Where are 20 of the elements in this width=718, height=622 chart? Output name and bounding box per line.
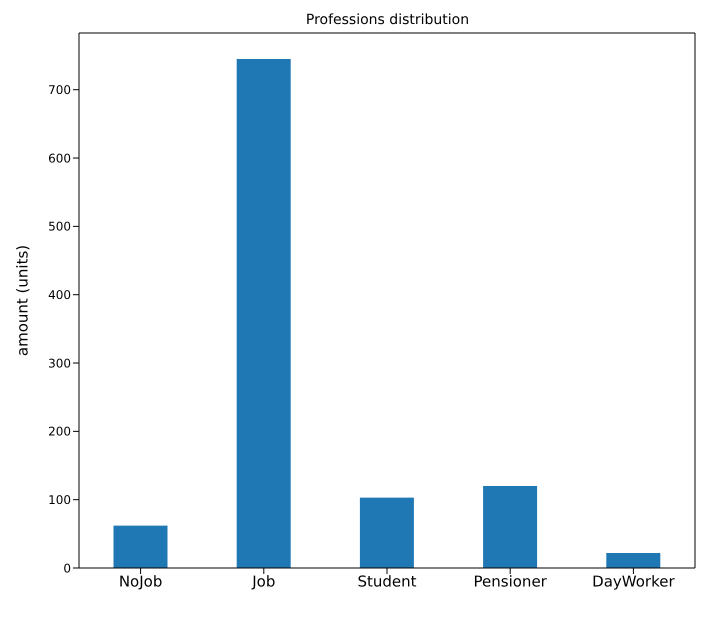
bar bbox=[483, 486, 538, 568]
bar bbox=[113, 526, 168, 568]
y-tick-label: 400 bbox=[48, 288, 71, 302]
bar bbox=[606, 552, 660, 568]
x-tick-label: NoJob bbox=[118, 572, 162, 591]
y-tick-label: 200 bbox=[48, 424, 71, 439]
y-tick-label: 0 bbox=[63, 561, 71, 576]
x-tick-label: Pensioner bbox=[474, 572, 548, 591]
x-tick-label: DayWorker bbox=[592, 572, 676, 591]
bar bbox=[236, 58, 291, 568]
chart-title: Professions distribution bbox=[306, 12, 470, 28]
y-tick-label: 500 bbox=[48, 220, 71, 234]
y-tick-label: 600 bbox=[48, 151, 71, 166]
y-tick-label: 700 bbox=[48, 82, 71, 97]
y-tick-label: 100 bbox=[48, 492, 71, 507]
y-tick-label: 300 bbox=[48, 356, 71, 370]
x-tick-label: Student bbox=[357, 572, 417, 591]
y-axis-title: amount (units) bbox=[13, 244, 32, 356]
x-tick-label: Job bbox=[251, 572, 276, 591]
bar bbox=[360, 498, 414, 568]
